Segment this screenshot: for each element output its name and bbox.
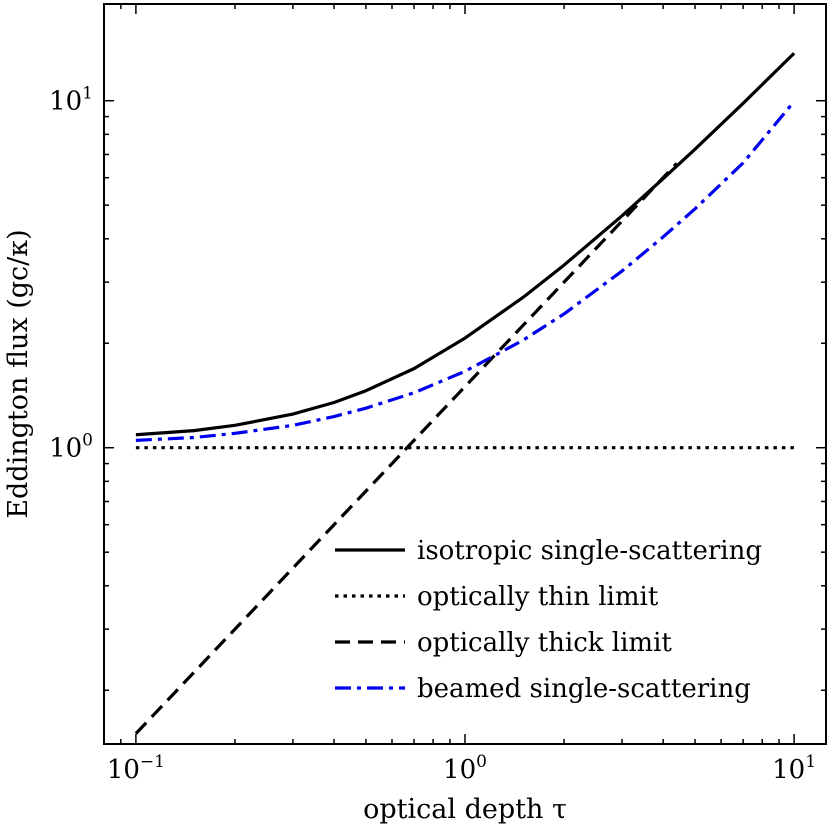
minor-ticks <box>103 4 826 744</box>
legend-label: optically thin limit <box>417 582 659 612</box>
y-tick-labels: 100 101 <box>49 84 93 464</box>
legend-label: optically thick limit <box>417 628 672 658</box>
major-ticks <box>104 4 826 744</box>
y-axis-label: Eddington flux (gc/κ) <box>3 229 34 518</box>
series-line-1 <box>135 52 796 437</box>
series-layer <box>134 52 796 735</box>
x-tick-label: 10−1 <box>107 752 165 785</box>
x-axis-label: optical depth τ <box>363 794 567 825</box>
legend-label: isotropic single-scattering <box>417 536 762 566</box>
y-tick-label: 100 <box>49 431 93 464</box>
legend-label: beamed single-scattering <box>417 674 751 704</box>
series-line-4 <box>135 100 796 442</box>
x-tick-labels: 10−1 100 101 <box>107 752 816 785</box>
series-line-3 <box>134 162 678 735</box>
x-tick-label: 100 <box>443 752 487 785</box>
y-tick-label: 101 <box>49 84 93 117</box>
legend: isotropic single-scattering optically thi… <box>335 536 762 704</box>
x-tick-label: 101 <box>772 752 816 785</box>
